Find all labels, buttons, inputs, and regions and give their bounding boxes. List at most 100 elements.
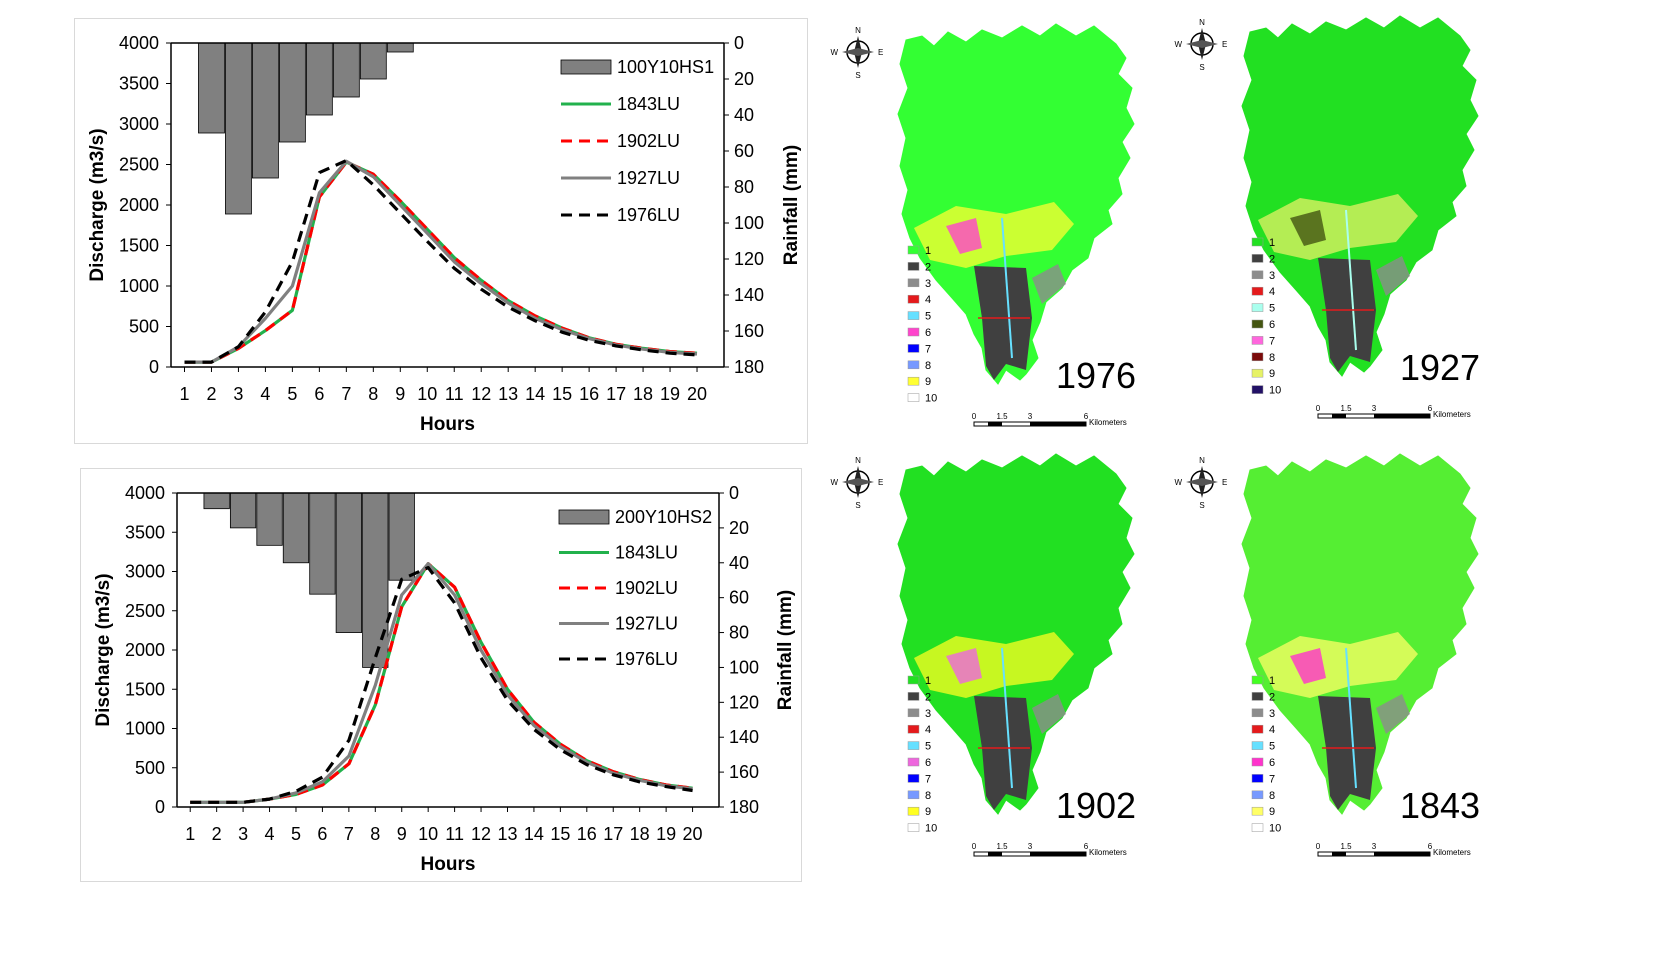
legend-label-1976LU: 1976LU [615,649,678,669]
x-tick-label: 11 [445,824,464,844]
discharge-chart-top: 0 500 1000 1500 2000 2500 3000 3500 4000 0 20 40 60 8… [74,18,808,444]
map-legend-swatch [907,245,920,255]
map-legend-label: 5 [925,741,931,753]
land-use-patch-3 [1032,264,1066,304]
scale-unit-label: Kilometers [1089,848,1127,857]
y-tick-label: 3000 [119,114,159,134]
rainfall-bar [256,492,283,546]
compass-icon: N S E W [1174,18,1227,72]
y-tick-label: 3500 [119,74,159,94]
map-legend-label: 4 [925,724,931,736]
x-tick-label: 18 [633,384,653,404]
x-tick-label: 1 [179,384,189,404]
x-tick-label: 4 [260,384,270,404]
scale-unit-label: Kilometers [1433,848,1471,857]
rainfall-bar [198,42,225,134]
x-tick-label: 17 [603,824,623,844]
scale-label: 1.5 [996,412,1008,421]
y2-tick-label: 20 [734,69,754,89]
map-legend-label: 3 [925,278,931,290]
map-legend-swatch [1251,254,1264,263]
compass-needle-ew [1186,40,1218,48]
map-legend-label: 2 [1269,253,1275,265]
series-line-1976LU [190,565,693,804]
series-line-1976LU [184,158,698,364]
x-tick-label: 16 [577,824,597,844]
map-legend-label: 8 [1269,352,1275,364]
map-legend-swatch [1251,270,1264,280]
x-tick-label: 3 [238,824,248,844]
series-line-1927LU [184,159,698,364]
map-legend-label: 9 [1269,806,1275,818]
y2-tick-label: 20 [729,518,749,538]
x-tick-label: 6 [314,384,324,404]
river-line [1001,647,1013,789]
map-legend-label: 3 [925,708,931,720]
urban-core-patch [974,266,1032,380]
y2-tick-label: 60 [734,141,754,161]
y-tick-label: 1000 [125,719,165,739]
map-legend-label: 6 [925,757,931,769]
map-legend-swatch [1251,303,1264,312]
legend-swatch-bars [560,59,612,75]
map-legend-swatch [1251,368,1264,378]
map-legend-label: 8 [925,790,931,802]
scale-label: 1.5 [1340,404,1352,413]
x-tick-label: 19 [660,384,680,404]
x-tick-label: 8 [368,384,378,404]
x-tick-label: 20 [687,384,707,404]
map-legend-swatch [907,278,920,288]
compass-needle-ew [842,478,874,486]
map-legend-swatch [1251,741,1264,750]
map-legend-label: 4 [1269,724,1275,736]
x-axis-title: Hours [420,414,475,435]
compass-n: N [855,456,861,465]
y2-tick-label: 120 [734,249,764,269]
map-legend-swatch [907,393,920,402]
map-legend-swatch [907,774,920,783]
compass-e: E [1222,40,1227,49]
map-legend-swatch [1251,675,1264,685]
map-legend-label: 6 [925,327,931,339]
y-axis-title: Discharge (m3/s) [93,573,114,726]
map-legend-label: 3 [1269,708,1275,720]
x-tick-label: 5 [291,824,301,844]
x-tick-label: 20 [683,824,703,844]
y-tick-label: 0 [149,357,159,377]
y-tick-label: 3000 [125,562,165,582]
map-year-label: 1976 [1056,355,1136,396]
x-tick-label: 15 [550,824,570,844]
land-use-patch-3 [1032,694,1066,734]
map-legend-swatch [907,806,920,816]
compass-s: S [1199,63,1204,72]
compass-w: W [830,478,838,487]
y2-tick-label: 160 [734,321,764,341]
y-axis-title: Discharge (m3/s) [87,128,108,281]
scale-label: 0 [1316,842,1321,851]
compass-icon: N S E W [830,456,883,510]
scale-unit-label: Kilometers [1089,418,1127,427]
scale-label: 0 [1316,404,1321,413]
x-tick-label: 2 [206,384,216,404]
y2-tick-label: 80 [729,623,749,643]
scale-label: 3 [1372,842,1377,851]
map-legend-label: 6 [1269,319,1275,331]
x-tick-label: 3 [233,384,243,404]
rainfall-bar [359,42,387,80]
map-legend-swatch [907,262,920,271]
x-tick-label: 6 [317,824,327,844]
rainfall-bar [388,492,415,581]
y2-tick-label: 80 [734,177,754,197]
map-legend-label: 7 [1269,335,1275,347]
map-legend-label: 1 [1269,237,1275,249]
y2-tick-label: 120 [729,692,759,712]
map-year-label: 1927 [1400,347,1480,388]
legend-label-bars: 200Y10HS2 [615,507,712,527]
scale-label: 3 [1372,404,1377,413]
map-legend-swatch [1251,757,1264,767]
map-legend-swatch [907,757,920,767]
compass-s: S [1199,501,1204,510]
legend-label-1902LU: 1902LU [617,131,680,151]
scale-label: 0 [972,842,977,851]
